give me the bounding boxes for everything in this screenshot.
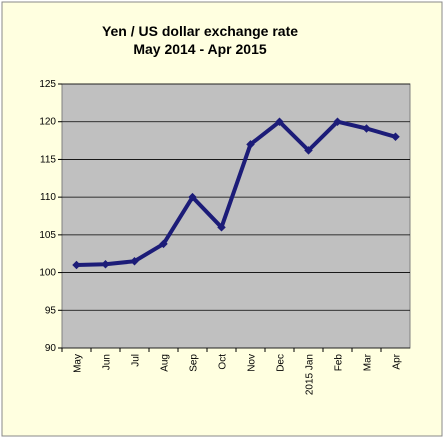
- data-point: [391, 132, 400, 142]
- data-point: [246, 140, 255, 149]
- x-tick-label: May: [73, 354, 84, 373]
- data-point: [72, 260, 81, 270]
- x-tick-label: Feb: [334, 354, 345, 372]
- y-tick-label: 100: [39, 268, 56, 279]
- x-tick-label: 2015 Jan: [305, 354, 316, 395]
- data-point: [188, 192, 197, 202]
- data-point: [101, 260, 110, 269]
- data-point: [159, 239, 168, 249]
- y-tick-label: 120: [39, 117, 56, 128]
- x-tick-label: Mar: [363, 353, 374, 371]
- data-point: [304, 146, 313, 155]
- y-tick-label: 110: [40, 192, 56, 203]
- data-line: [76, 119, 397, 268]
- x-tick-label: Jun: [102, 354, 113, 370]
- plot-area: [61, 83, 411, 349]
- x-tick-label: Jul: [131, 354, 142, 367]
- data-point: [130, 257, 139, 266]
- x-tick-label: Dec: [276, 354, 287, 372]
- x-tick-label: Aug: [160, 354, 171, 372]
- data-point: [362, 124, 371, 133]
- y-tick-label: 125: [39, 79, 56, 90]
- chart-title: Yen / US dollar exchange rate: [102, 23, 298, 39]
- x-tick-label: Apr: [392, 353, 403, 369]
- x-tick-label: Sep: [189, 354, 200, 372]
- chart-subtitle: May 2014 - Apr 2015: [133, 41, 267, 57]
- y-tick-label: 95: [45, 305, 57, 316]
- data-point: [217, 223, 226, 232]
- y-tick-label: 115: [40, 154, 56, 165]
- x-tick-label: Oct: [218, 354, 229, 370]
- data-point: [333, 117, 342, 126]
- y-tick-label: 90: [45, 343, 57, 354]
- x-tick-label: Nov: [247, 354, 258, 372]
- y-tick-label: 105: [39, 230, 56, 241]
- data-point: [275, 117, 284, 126]
